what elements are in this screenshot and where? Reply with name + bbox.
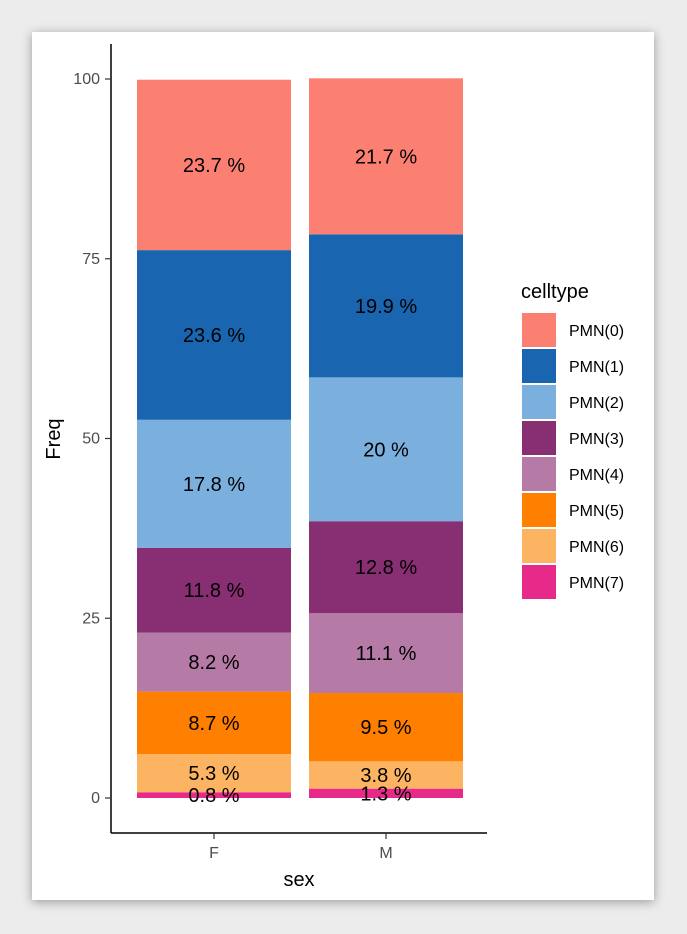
data-label: 1.3 % bbox=[360, 783, 411, 805]
bar-segment-M-PMN4 bbox=[309, 613, 463, 694]
x-tick-label: M bbox=[379, 845, 392, 862]
legend-key-PMN5 bbox=[522, 493, 556, 527]
legend-key-PMN2 bbox=[522, 385, 556, 419]
data-label: 23.6 % bbox=[183, 325, 245, 347]
legend-key-PMN6 bbox=[522, 529, 556, 563]
bar-segment-M-PMN7 bbox=[309, 788, 463, 798]
data-label: 12.8 % bbox=[355, 557, 417, 579]
data-label: 0.8 % bbox=[188, 785, 239, 807]
plot-area: 0.8 %5.3 % 8.7 % 8.2 % 11.8 % 17.8 % 23.6 % 23… bbox=[137, 78, 463, 807]
bar-segment-F-PMN7 bbox=[137, 792, 291, 798]
legend-label: PMN(2) bbox=[569, 395, 624, 412]
legend-label: PMN(0) bbox=[569, 323, 624, 340]
legend-key-PMN1 bbox=[522, 349, 556, 383]
data-label: 23.7 % bbox=[183, 155, 245, 177]
chart-card: 0.8 % 5.3 % 8.7 % 8.2 % 11.8 % 17.8 % 23.6 % 23… bbox=[32, 32, 654, 900]
bar-segment-M-PMN6 bbox=[309, 761, 463, 789]
legend-key-PMN0 bbox=[522, 313, 556, 347]
data-label: 3.8 % bbox=[360, 765, 411, 787]
legend: celltype PMN(0) PMN(1) PMN(2) PMN(3) PMN(4) P… bbox=[521, 281, 624, 599]
y-tick-label: 25 bbox=[82, 610, 100, 627]
bar-segment-F-PMN5 bbox=[137, 691, 291, 755]
data-label: 21.7 % bbox=[355, 146, 417, 168]
data-label: 5.3 % bbox=[188, 763, 239, 785]
data-label: 17.8 % bbox=[183, 474, 245, 496]
data-label: 20 % bbox=[363, 439, 409, 461]
bar-segment-F-PMN2 bbox=[137, 419, 291, 548]
legend-key-PMN3 bbox=[522, 421, 556, 455]
bar-segment-F-PMN1 bbox=[137, 250, 291, 420]
data-label: 11.8 % bbox=[184, 580, 245, 602]
data-label: 11.1 % bbox=[356, 643, 417, 665]
axes: sex Freq 0 25 50 75 100 F M bbox=[43, 44, 487, 891]
x-axis-title: sex bbox=[283, 869, 314, 891]
data-label: 8.2 % bbox=[188, 652, 239, 674]
x-tick-label: F bbox=[209, 845, 219, 862]
legend-label: PMN(6) bbox=[569, 539, 624, 556]
bar-segment-M-PMN0 bbox=[309, 78, 463, 235]
bar-segment-M-PMN3 bbox=[309, 521, 463, 614]
data-label: 9.5 % bbox=[360, 717, 411, 739]
data-label: 8.7 % bbox=[188, 713, 239, 735]
y-tick-label: 75 bbox=[82, 251, 100, 268]
legend-label: PMN(3) bbox=[569, 431, 624, 448]
bar-segment-F-PMN4 bbox=[137, 632, 291, 692]
legend-label: PMN(5) bbox=[569, 503, 624, 520]
y-tick-label: 100 bbox=[73, 71, 100, 88]
y-tick-label: 50 bbox=[82, 431, 100, 448]
bar-segment-F-PMN0 bbox=[137, 79, 291, 251]
legend-label: PMN(4) bbox=[569, 467, 624, 484]
legend-key-PMN4 bbox=[522, 457, 556, 491]
legend-label: PMN(1) bbox=[569, 359, 624, 376]
y-tick-label: 0 bbox=[91, 790, 100, 807]
bar-segment-F-PMN6 bbox=[137, 754, 291, 793]
data-label: 19.9 % bbox=[355, 296, 417, 318]
legend-key-PMN7 bbox=[522, 565, 556, 599]
bar-segment-M-PMN2 bbox=[309, 377, 463, 522]
bar-segment-M-PMN1 bbox=[309, 234, 463, 378]
legend-label: PMN(7) bbox=[569, 575, 624, 592]
bar-segment-F-PMN3 bbox=[137, 547, 291, 633]
stacked-bar-chart: 0.8 %5.3 % 8.7 % 8.2 % 11.8 % 17.8 % 23.6 % 23… bbox=[43, 44, 624, 891]
bar-segment-M-PMN5 bbox=[309, 693, 463, 762]
y-axis-title: Freq bbox=[43, 418, 65, 459]
legend-title: celltype bbox=[521, 281, 589, 303]
